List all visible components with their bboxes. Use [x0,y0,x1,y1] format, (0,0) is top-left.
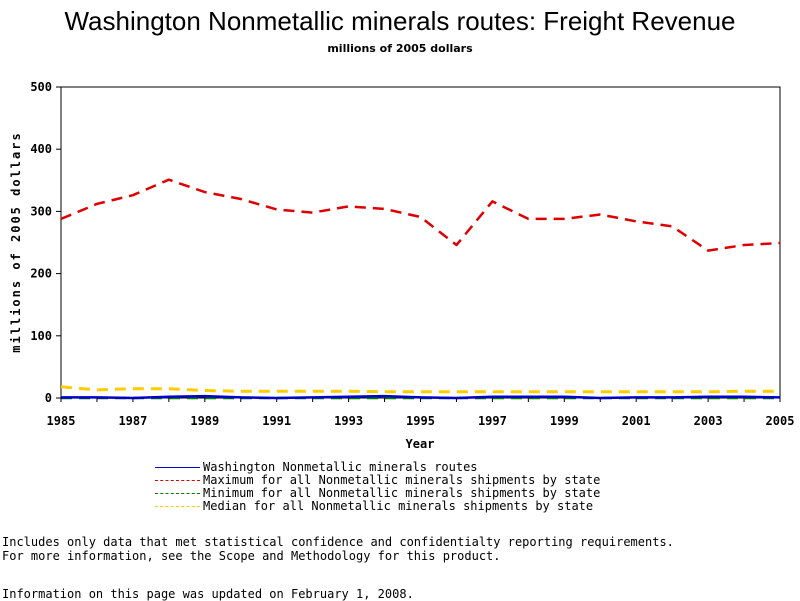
legend-swatch-washington [155,467,200,468]
legend-swatch-minimum [155,493,200,494]
series-line-median [60,385,780,394]
y-tick-label: 500 [30,80,52,94]
footnotes: Includes only data that met statistical … [2,535,674,563]
update-notice: Information on this page was updated on … [2,587,414,601]
x-tick-label: 1993 [334,414,363,428]
legend-swatch-maximum [155,480,200,481]
legend-label-minimum: Minimum for all Nonmetallic minerals shi… [203,486,601,500]
legend-label-median: Median for all Nonmetallic minerals ship… [203,499,594,513]
x-tick-label: 2003 [694,414,723,428]
y-tick-label: 400 [30,142,52,156]
footnote-methodology: For more information, see the Scope and … [2,548,501,563]
series-layer [60,178,781,400]
y-tick-label: 100 [30,329,52,343]
x-tick-label: 1989 [190,414,219,428]
y-tick-label: 200 [30,267,52,281]
legend-label-maximum: Maximum for all Nonmetallic minerals shi… [203,473,601,487]
x-tick-label: 1999 [550,414,579,428]
x-tick-label: 1985 [47,414,76,428]
legend: Washington Nonmetallic minerals routes M… [155,461,600,513]
x-tick-label: 1987 [118,414,147,428]
axis-layer: 0 100 200 300 400 500 1985 1987 1989 1991 1993 1995… [30,80,794,428]
x-tick-label: 2005 [766,414,795,428]
y-axis-title: millions of 2005 dollars [9,131,23,352]
footnote-confidentiality: Includes only data that met statistical … [2,535,674,549]
series-line-maximum [60,178,781,252]
x-tick-label: 1991 [262,414,291,428]
legend-swatch-median [155,506,200,507]
legend-item-median: Median for all Nonmetallic minerals ship… [155,500,600,513]
plot-area: 0 100 200 300 400 500 1985 1987 1989 1991 1993 1995… [9,80,794,451]
legend-item-washington: Washington Nonmetallic minerals routes [155,461,600,474]
x-tick-label: 1997 [478,414,507,428]
x-axis-title: Year [406,437,435,451]
chart-title: Washington Nonmetallic minerals routes: … [64,6,736,36]
x-tick-label: 2001 [622,414,651,428]
y-tick-label: 0 [45,391,52,405]
plot-frame [60,86,781,399]
legend-item-minimum: Minimum for all Nonmetallic minerals shi… [155,487,600,500]
legend-label-washington: Washington Nonmetallic minerals routes [203,460,478,474]
series-line-washington [61,394,781,400]
x-tick-label: 1995 [406,414,435,428]
chart-subtitle: millions of 2005 dollars [327,42,473,55]
legend-item-maximum: Maximum for all Nonmetallic minerals shi… [155,474,600,487]
y-tick-label: 300 [30,204,52,218]
